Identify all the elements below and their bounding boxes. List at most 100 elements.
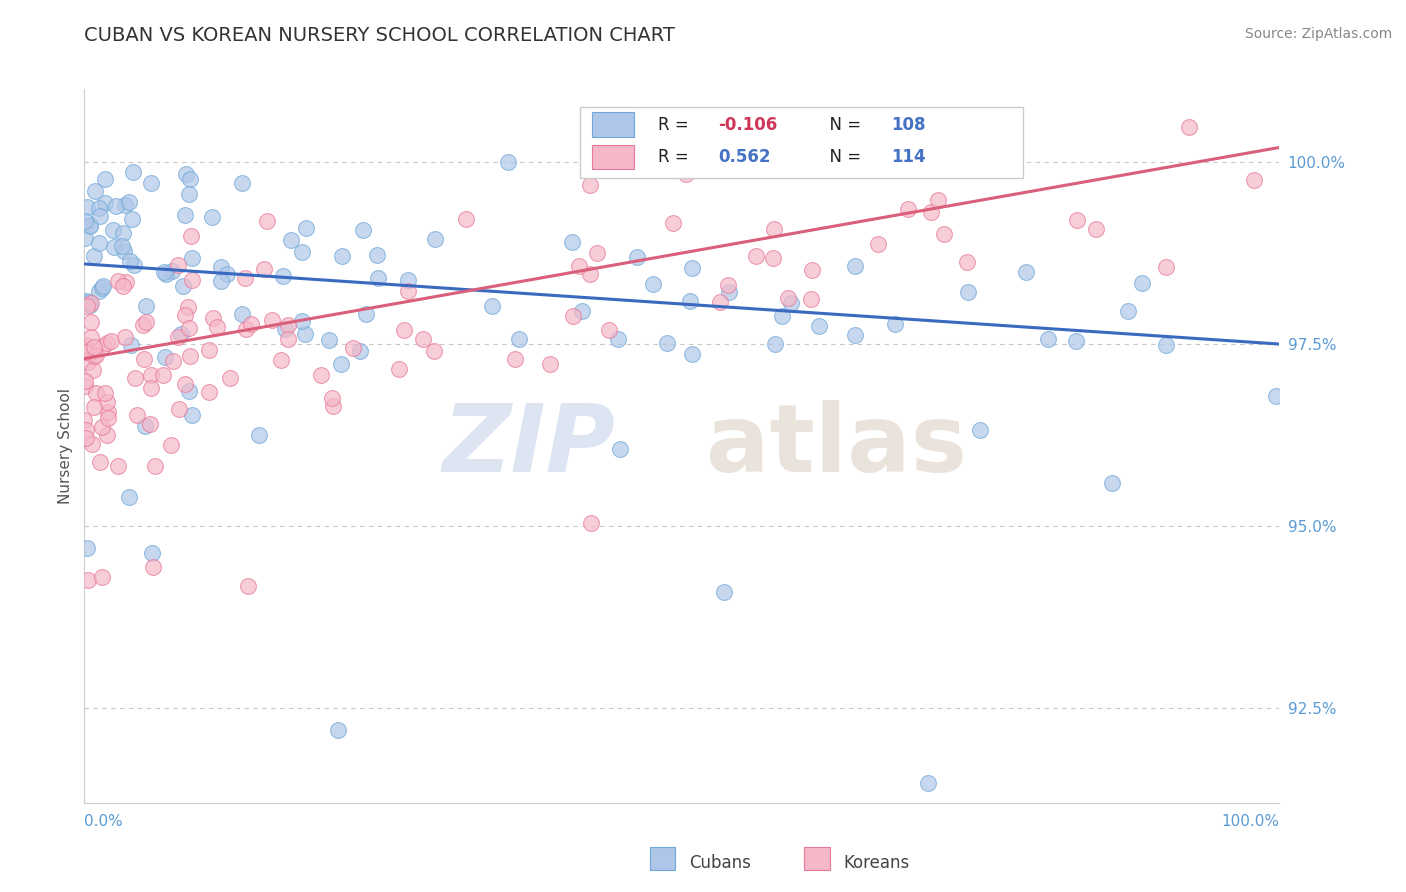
Point — [120, 338, 142, 352]
Point — [508, 332, 530, 346]
Point — [125, 408, 148, 422]
Point — [844, 328, 866, 343]
Text: 0.0%: 0.0% — [84, 814, 124, 829]
Point — [1178, 120, 1201, 135]
Point — [111, 238, 134, 252]
Point — [920, 205, 942, 219]
Point — [180, 273, 202, 287]
Point — [321, 392, 343, 406]
Point — [94, 172, 117, 186]
Text: 0.562: 0.562 — [718, 148, 770, 166]
Point — [166, 258, 188, 272]
Bar — [592, 112, 634, 137]
Point — [172, 279, 194, 293]
Point — [209, 260, 232, 274]
Point — [79, 219, 101, 233]
Point — [934, 227, 956, 241]
Point — [107, 458, 129, 473]
Point — [579, 178, 602, 192]
Point — [770, 310, 793, 324]
Text: N =: N = — [820, 116, 866, 134]
Point — [247, 427, 270, 442]
Point — [139, 177, 162, 191]
Point — [162, 354, 184, 368]
Point — [201, 210, 224, 224]
Point — [202, 311, 225, 326]
Point — [328, 723, 350, 738]
Point — [262, 313, 284, 327]
Text: CUBAN VS KOREAN NURSERY SCHOOL CORRELATION CHART: CUBAN VS KOREAN NURSERY SCHOOL CORRELATI… — [84, 26, 675, 45]
Point — [717, 277, 740, 292]
Point — [231, 176, 253, 190]
Point — [1084, 222, 1107, 236]
Point — [121, 212, 143, 227]
Point — [396, 284, 419, 298]
Point — [103, 240, 125, 254]
Point — [114, 275, 136, 289]
Point — [609, 442, 631, 456]
Point — [79, 315, 101, 329]
Point — [83, 401, 105, 415]
Point — [1038, 332, 1060, 346]
Point — [89, 209, 111, 223]
Point — [152, 368, 174, 383]
Point — [86, 348, 108, 362]
Point — [209, 274, 232, 288]
Point — [294, 326, 316, 341]
Point — [153, 350, 176, 364]
Point — [77, 295, 100, 310]
Point — [166, 330, 188, 344]
Point — [80, 330, 103, 344]
Bar — [581, 107, 1022, 178]
Point — [571, 304, 593, 318]
Point — [675, 167, 697, 181]
Text: Source: ZipAtlas.com: Source: ZipAtlas.com — [1244, 27, 1392, 41]
Point — [177, 320, 200, 334]
Point — [73, 379, 96, 393]
Point — [77, 573, 100, 587]
Point — [101, 222, 124, 236]
Point — [118, 254, 141, 268]
Point — [177, 300, 200, 314]
Point — [271, 268, 294, 283]
Point — [174, 167, 197, 181]
Point — [79, 298, 101, 312]
Point — [256, 214, 278, 228]
Point — [76, 355, 98, 369]
Point — [236, 579, 259, 593]
Point — [718, 285, 741, 299]
Point — [762, 251, 785, 265]
Point — [745, 249, 768, 263]
Point — [84, 386, 107, 401]
Point — [80, 296, 103, 310]
Point — [270, 353, 292, 368]
Point — [586, 246, 609, 260]
Point — [83, 349, 105, 363]
Point — [89, 455, 111, 469]
Point — [141, 368, 163, 382]
Point — [179, 349, 201, 363]
Point — [578, 267, 600, 281]
Point — [366, 248, 388, 262]
Point — [356, 308, 378, 322]
Point — [90, 281, 112, 295]
Point — [329, 357, 352, 371]
Point — [280, 233, 302, 247]
Point — [118, 490, 141, 504]
Point — [1014, 265, 1036, 279]
Point — [655, 335, 678, 350]
Point — [1116, 304, 1139, 318]
Point — [807, 319, 830, 334]
Point — [143, 458, 166, 473]
Point — [96, 395, 118, 409]
Text: R =: R = — [658, 148, 695, 166]
Point — [181, 251, 204, 265]
Point — [1130, 276, 1153, 290]
Point — [253, 261, 276, 276]
Point — [1066, 212, 1088, 227]
Point — [142, 559, 165, 574]
Point — [503, 351, 526, 366]
Point — [681, 261, 703, 276]
Point — [94, 196, 117, 211]
Point — [1066, 334, 1088, 348]
